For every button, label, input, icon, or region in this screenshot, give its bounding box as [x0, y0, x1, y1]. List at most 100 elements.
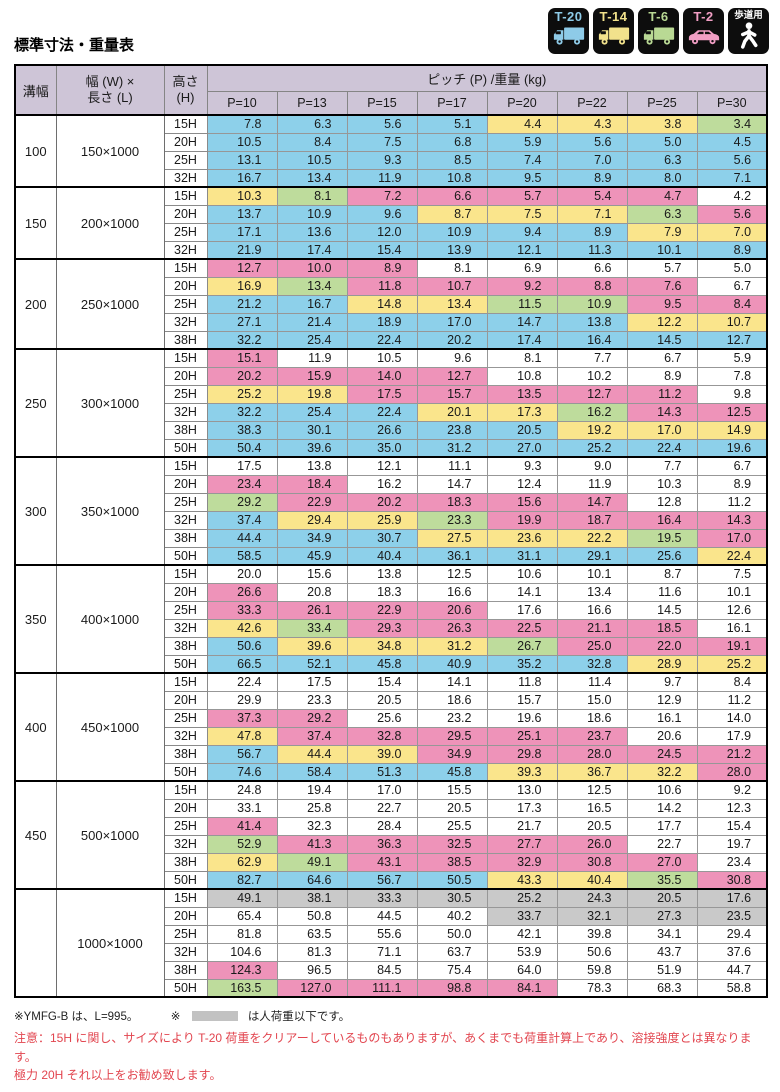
weight-value-cell: 16.4: [556, 330, 628, 350]
groove-width-cell: 400: [14, 672, 57, 782]
weight-value-cell: 13.1: [206, 150, 278, 170]
weight-value-cell: 16.2: [556, 402, 628, 422]
gray-swatch: [191, 1010, 238, 1021]
groove-width-cell: [14, 888, 57, 998]
weight-value-cell: 15.4: [346, 240, 418, 260]
weight-value-cell: 30.1: [276, 420, 348, 440]
weight-value-cell: 5.1: [416, 114, 488, 134]
pitch-col-header: P=13: [276, 90, 348, 116]
weight-value-cell: 31.2: [416, 636, 488, 656]
weight-value-cell: 9.3: [346, 150, 418, 170]
height-cell: 32H: [163, 618, 208, 638]
weight-value-cell: 35.0: [346, 438, 418, 458]
groove-width-cell: 200: [14, 258, 57, 350]
weight-value-cell: 23.8: [416, 420, 488, 440]
weight-value-cell: 14.3: [626, 402, 698, 422]
legend-t14-icon: T-14: [593, 8, 634, 54]
weight-value-cell: 8.9: [696, 474, 768, 494]
weight-value-cell: 25.0: [556, 636, 628, 656]
table-row: 38H 44.4 34.9 30.7 27.5 23.6 22.2 19.5 17.0: [15, 528, 768, 548]
weight-value-cell: 78.3: [556, 978, 628, 998]
weight-value-cell: 5.6: [696, 204, 768, 224]
weight-value-cell: 23.7: [556, 726, 628, 746]
weight-value-cell: 22.4: [346, 402, 418, 422]
weight-value-cell: 15.4: [346, 672, 418, 692]
weight-value-cell: 32.8: [556, 654, 628, 674]
weight-value-cell: 45.8: [346, 654, 418, 674]
weight-value-cell: 17.9: [696, 726, 768, 746]
height-cell: 50H: [163, 438, 208, 458]
height-cell: 32H: [163, 312, 208, 332]
weight-value-cell: 10.9: [416, 222, 488, 242]
weight-value-cell: 52.1: [276, 654, 348, 674]
weight-value-cell: 10.1: [696, 582, 768, 602]
height-cell: 32H: [163, 726, 208, 746]
truck-glyph: [553, 27, 584, 45]
weight-value-cell: 31.1: [486, 546, 558, 566]
weight-value-cell: 31.2: [416, 438, 488, 458]
weight-value-cell: 10.6: [626, 780, 698, 800]
weight-value-cell: 29.4: [276, 510, 348, 530]
height-cell: 15H: [163, 672, 208, 692]
load-class-legend: T-20 T-14 T-6 T-2 歩道用: [548, 8, 769, 54]
weight-value-cell: 23.6: [486, 528, 558, 548]
table-row: 20H 13.7 10.9 9.6 8.7 7.5 7.1 6.3 5.6: [15, 204, 768, 224]
weight-value-cell: 81.3: [276, 942, 348, 962]
height-cell: 15H: [163, 258, 208, 278]
height-cell: 50H: [163, 870, 208, 890]
weight-value-cell: 23.4: [696, 852, 768, 872]
col-header-size-line2: 長さ (L): [87, 90, 133, 105]
weight-value-cell: 17.1: [206, 222, 278, 242]
weight-value-cell: 6.9: [486, 258, 558, 278]
table-row: 32H 47.8 37.4 32.8 29.5 25.1 23.7 20.6 17.9: [15, 726, 768, 746]
weight-value-cell: 47.8: [206, 726, 278, 746]
weight-value-cell: 44.4: [206, 528, 278, 548]
weight-value-cell: 19.9: [486, 510, 558, 530]
weight-value-cell: 30.8: [696, 870, 768, 890]
height-cell: 15H: [163, 780, 208, 800]
weight-value-cell: 51.3: [346, 762, 418, 782]
col-header-groove: 溝幅: [14, 64, 57, 116]
weight-value-cell: 8.8: [556, 276, 628, 296]
weight-value-cell: 13.0: [486, 780, 558, 800]
weight-value-cell: 26.1: [276, 600, 348, 620]
height-cell: 15H: [163, 888, 208, 908]
weight-value-cell: 14.1: [486, 582, 558, 602]
weight-value-cell: 19.5: [626, 528, 698, 548]
weight-value-cell: 9.2: [486, 276, 558, 296]
weight-value-cell: 22.4: [626, 438, 698, 458]
weight-value-cell: 9.3: [486, 456, 558, 476]
weight-value-cell: 16.1: [626, 708, 698, 728]
weight-value-cell: 9.2: [696, 780, 768, 800]
weight-value-cell: 8.7: [626, 564, 698, 584]
weight-value-cell: 53.9: [486, 942, 558, 962]
weight-value-cell: 10.7: [696, 312, 768, 332]
height-cell: 25H: [163, 600, 208, 620]
weight-value-cell: 10.8: [486, 366, 558, 386]
weight-value-cell: 41.3: [276, 834, 348, 854]
width-length-cell: 450×1000: [55, 672, 165, 782]
table-row: 150 200×1000 15H 10.3 8.1 7.2 6.6 5.7 5.4 4.7 4.2: [14, 186, 768, 260]
height-cell: 32H: [163, 834, 208, 854]
height-cell: 32H: [163, 942, 208, 962]
weight-value-cell: 19.4: [276, 780, 348, 800]
weight-value-cell: 63.5: [276, 924, 348, 944]
weight-value-cell: 34.8: [346, 636, 418, 656]
weight-value-cell: 20.5: [626, 888, 698, 908]
weight-value-cell: 75.4: [416, 960, 488, 980]
weight-value-cell: 20.5: [416, 798, 488, 818]
weight-value-cell: 10.1: [626, 240, 698, 260]
weight-value-cell: 8.4: [696, 672, 768, 692]
weight-value-cell: 39.6: [276, 636, 348, 656]
weight-value-cell: 10.8: [416, 168, 488, 188]
weight-value-cell: 8.9: [556, 168, 628, 188]
weight-value-cell: 13.8: [556, 312, 628, 332]
weight-value-cell: 32.5: [416, 834, 488, 854]
weight-value-cell: 18.5: [626, 618, 698, 638]
weight-value-cell: 50.6: [556, 942, 628, 962]
col-header-size-line1: 幅 (W) ×: [85, 73, 135, 89]
weight-value-cell: 11.9: [556, 474, 628, 494]
weight-value-cell: 56.7: [346, 870, 418, 890]
table-row: 32H 52.9 41.3 36.3 32.5 27.7 26.0 22.7 19.7: [15, 834, 768, 854]
height-cell: 38H: [163, 330, 208, 350]
